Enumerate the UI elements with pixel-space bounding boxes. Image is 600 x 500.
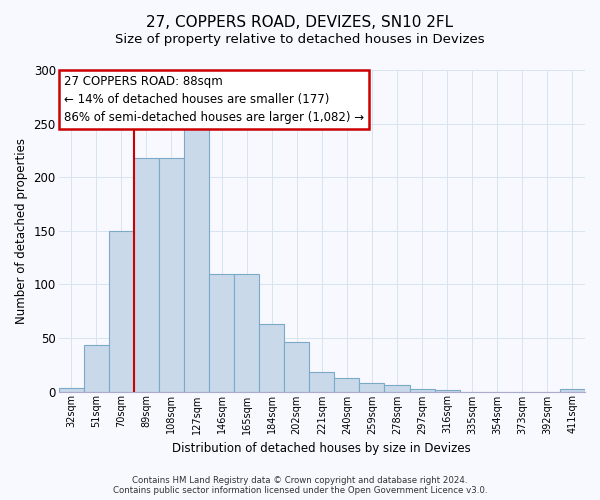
Bar xyxy=(359,383,385,392)
Bar xyxy=(134,158,159,392)
Bar xyxy=(309,372,334,392)
Bar xyxy=(334,378,359,392)
Bar xyxy=(284,342,309,392)
Bar xyxy=(83,346,109,392)
Bar xyxy=(560,390,585,392)
Bar xyxy=(209,274,234,392)
Text: 27, COPPERS ROAD, DEVIZES, SN10 2FL: 27, COPPERS ROAD, DEVIZES, SN10 2FL xyxy=(146,15,454,30)
X-axis label: Distribution of detached houses by size in Devizes: Distribution of detached houses by size … xyxy=(172,442,471,455)
Text: Contains HM Land Registry data © Crown copyright and database right 2024.
Contai: Contains HM Land Registry data © Crown c… xyxy=(113,476,487,495)
Bar xyxy=(434,390,460,392)
Bar xyxy=(234,274,259,392)
Y-axis label: Number of detached properties: Number of detached properties xyxy=(15,138,28,324)
Text: Size of property relative to detached houses in Devizes: Size of property relative to detached ho… xyxy=(115,32,485,46)
Bar xyxy=(410,390,434,392)
Bar xyxy=(59,388,83,392)
Bar xyxy=(184,127,209,392)
Bar xyxy=(259,324,284,392)
Bar xyxy=(159,158,184,392)
Text: 27 COPPERS ROAD: 88sqm
← 14% of detached houses are smaller (177)
86% of semi-de: 27 COPPERS ROAD: 88sqm ← 14% of detached… xyxy=(64,75,364,124)
Bar xyxy=(385,385,410,392)
Bar xyxy=(109,231,134,392)
